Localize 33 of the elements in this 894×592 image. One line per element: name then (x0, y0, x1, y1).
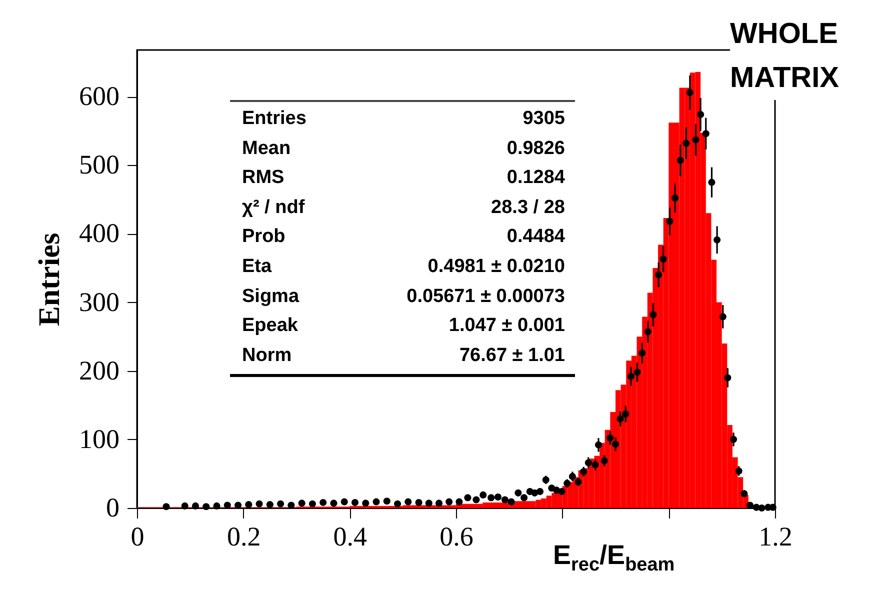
chart-title: WHOLE MATRIX (730, 12, 894, 100)
annotation: 0.4484 (506, 225, 566, 250)
annotation: 0.9826 (506, 136, 566, 161)
annotation: 0.1284 (506, 166, 566, 190)
annotation: 0.05671 ± 0.00073 (406, 284, 566, 309)
y-tick-label: 200 (79, 355, 120, 386)
annotation: Eta (241, 254, 273, 279)
x-tick-label: 0.4 (333, 522, 368, 552)
y-tick-label: 600 (79, 81, 120, 112)
annotation: χ² / ndf (241, 196, 306, 220)
x-axis-title: E$_{rec}$/E$_{beam}$ (553, 540, 675, 576)
y-tick-label: 100 (79, 424, 120, 454)
annotation: RMS (241, 166, 286, 190)
annotation: Epeak (241, 314, 299, 338)
annotation: 28.3 / 28 (490, 196, 566, 220)
annotation: Mean (241, 136, 292, 161)
x-tick-label: 0.6 (440, 522, 474, 552)
x-tick-label: 1.2 (758, 522, 792, 552)
x-tick-label: 0.2 (226, 522, 261, 552)
annotation: 1.047 ± 0.001 (448, 314, 566, 338)
annotation: Sigma (241, 284, 300, 309)
x-tick-label: 0 (130, 522, 144, 552)
y-tick-label: 400 (79, 218, 120, 248)
y-tick-label: 0 (106, 492, 120, 522)
annotation: Prob (241, 225, 286, 250)
annotation: Entries (241, 107, 308, 131)
annotation: 76.67 ± 1.01 (458, 344, 566, 368)
annotation: Norm (241, 344, 293, 368)
annotation: 9305 (522, 107, 566, 131)
annotation: 0.4981 ± 0.0210 (426, 254, 566, 279)
y-tick-label: 500 (79, 150, 120, 180)
y-tick-label: 300 (79, 286, 120, 317)
y-axis-title: Entries (33, 232, 66, 326)
